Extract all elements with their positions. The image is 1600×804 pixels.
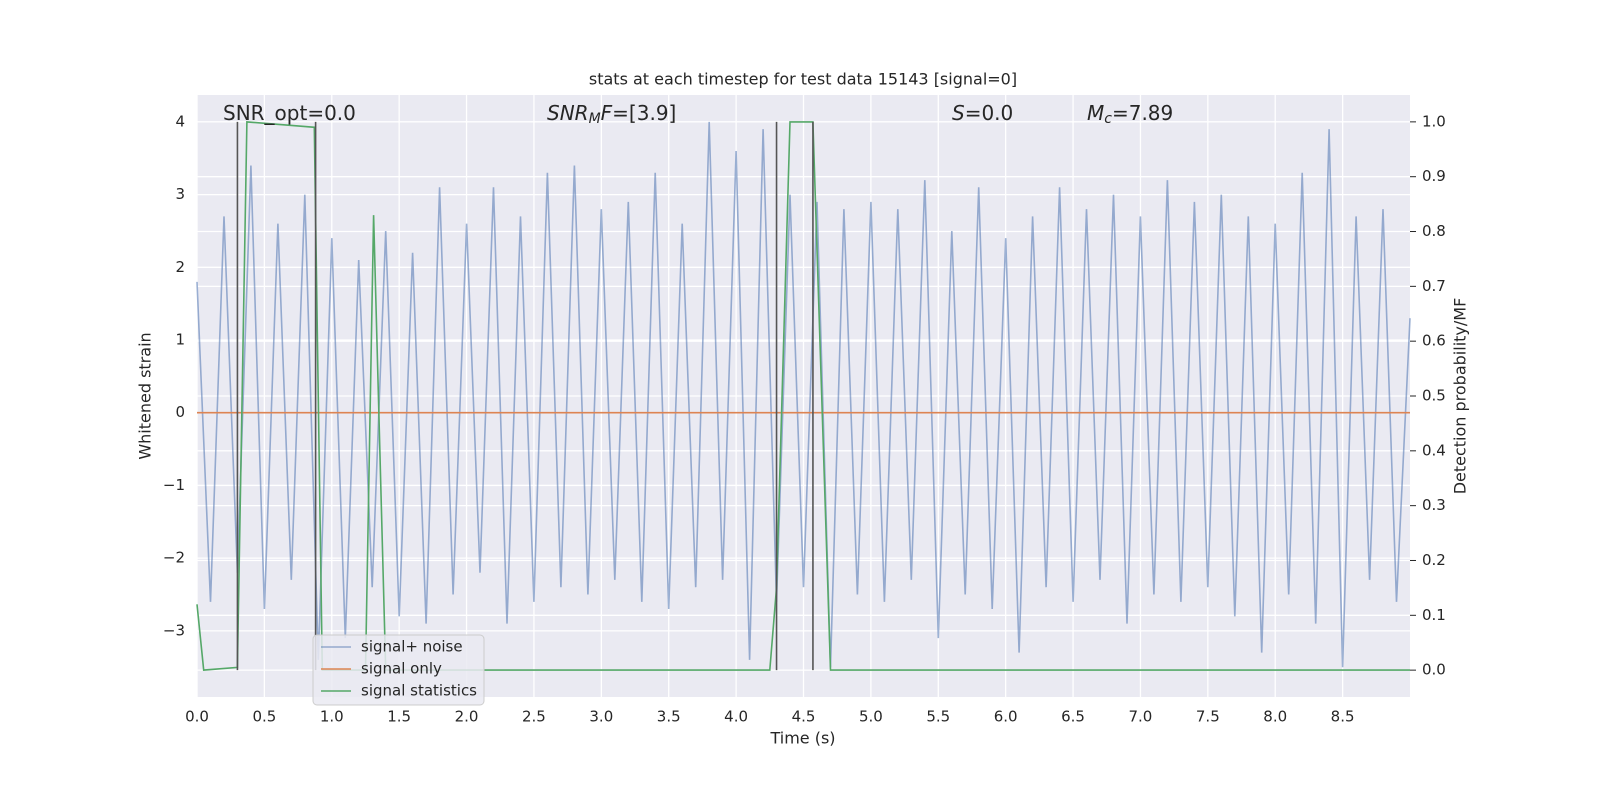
annotation-part: c: [1104, 111, 1112, 127]
labels: 0.0 0.5 1.0 1.5 2.0 2.5 3.0 3.5 4.0 4.5 5.0 5.5 6.0 6…: [163, 101, 1446, 726]
y2-tick-label: 0.0: [1422, 661, 1446, 679]
annotation-part: M: [1087, 101, 1104, 125]
y-tick-label: −1: [163, 476, 185, 494]
legend-label: signal statistics: [361, 682, 477, 700]
x-tick-label: 3.0: [589, 708, 613, 726]
x-tick-label: 2.0: [455, 708, 479, 726]
y-tick-label: 3: [175, 185, 185, 203]
legend-label: signal+ noise: [361, 638, 463, 656]
chart-title: stats at each timestep for test data 151…: [589, 70, 1017, 89]
x-tick-label: 8.0: [1263, 708, 1287, 726]
annotation: SNR_opt=0.0: [223, 101, 356, 125]
y2-tick-label: 0.3: [1422, 496, 1446, 514]
annotation-part: S: [952, 101, 965, 125]
legend-label: signal only: [361, 660, 442, 678]
y-tick-label: 2: [175, 258, 185, 276]
x-tick-label: 6.0: [994, 708, 1018, 726]
x-tick-label: 7.0: [1129, 708, 1153, 726]
annotation: Mc=7.89: [1087, 101, 1173, 128]
x-tick-label: 8.5: [1331, 708, 1355, 726]
x-tick-label: 3.5: [657, 708, 681, 726]
x-tick-label: 0.5: [252, 708, 276, 726]
legend-box: [312, 634, 485, 706]
series-line: [196, 121, 1410, 671]
x-tick-label: 7.5: [1196, 708, 1220, 726]
y-tick-label: 0: [175, 403, 185, 421]
annotation-part: =[3.9]: [612, 101, 676, 125]
x-tick-label: 4.0: [724, 708, 748, 726]
x-tick-label: 5.0: [859, 708, 883, 726]
y2-tick-label: 0.2: [1422, 551, 1446, 569]
y2-tick-label: 0.9: [1422, 167, 1446, 185]
annotation-part: M: [589, 111, 601, 127]
y2-tick-label: 1.0: [1422, 112, 1446, 130]
y-tick-label: 4: [175, 112, 185, 130]
y-tick-label: −2: [163, 549, 185, 567]
y2-axis-label: Detection probability/MF: [1451, 298, 1470, 495]
y-tick-label: 1: [175, 331, 185, 349]
annotation-part: F: [601, 101, 613, 125]
y2-tick-label: 0.1: [1422, 606, 1446, 624]
x-axis-label: Time (s): [769, 729, 835, 748]
x-tick-label: 5.5: [926, 708, 950, 726]
y2-tick-label: 0.4: [1422, 441, 1446, 459]
x-tick-label: 2.5: [522, 708, 546, 726]
x-tick-label: 1.5: [387, 708, 411, 726]
annotation-part: SNR: [547, 101, 589, 125]
marks: [196, 121, 1411, 671]
annotation: S=0.0: [952, 101, 1013, 125]
annotation-part: =7.89: [1112, 101, 1173, 125]
annotation-part: SNR_opt=0.0: [223, 101, 356, 125]
annotation: SNRMF=[3.9]: [547, 101, 676, 128]
annotation-part: =0.0: [965, 101, 1014, 125]
x-tick-label: 6.5: [1061, 708, 1085, 726]
y-tick-label: −3: [163, 621, 185, 639]
x-tick-label: 0.0: [185, 708, 209, 726]
y2-tick-label: 0.8: [1422, 222, 1446, 240]
y2-tick-label: 0.7: [1422, 277, 1446, 295]
x-tick-label: 4.5: [792, 708, 816, 726]
y2-tick-label: 0.6: [1422, 332, 1446, 350]
series-line: [196, 121, 1411, 668]
y2-tick-label: 0.5: [1422, 387, 1446, 405]
y-axis-label: Whitened strain: [136, 332, 155, 459]
x-tick-label: 1.0: [320, 708, 344, 726]
